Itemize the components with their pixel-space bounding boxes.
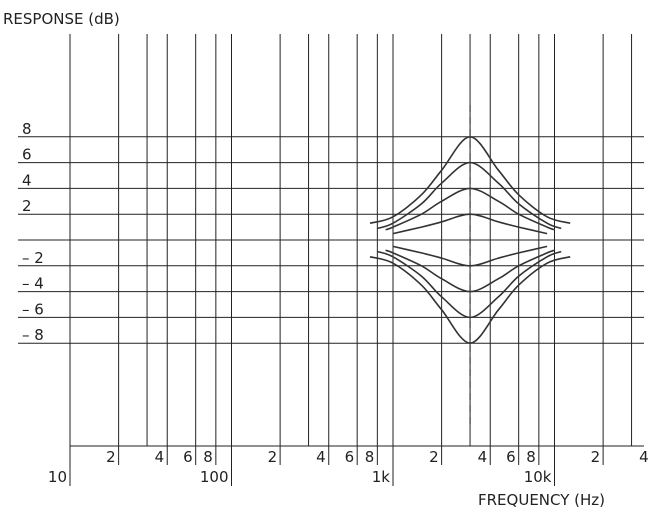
response-curve-1 xyxy=(369,256,571,345)
x-tick-label: 2 xyxy=(429,448,439,466)
x-tick-label: 4 xyxy=(639,448,648,466)
grid xyxy=(18,34,644,486)
x-major-tick-label: 100 xyxy=(200,468,229,486)
response-curve-4 xyxy=(392,245,548,267)
x-tick-label: 8 xyxy=(203,448,213,466)
x-major-tick-label: 10k xyxy=(524,468,552,486)
y-tick-label: 6 xyxy=(22,146,32,164)
x-tick-label: 4 xyxy=(316,448,326,466)
y-axis-label: RESPONSE (dB) xyxy=(3,10,120,28)
x-tick-label: 8 xyxy=(526,448,536,466)
x-tick-label: 2 xyxy=(106,448,116,466)
response-curve-3 xyxy=(385,249,555,293)
response-curve-8 xyxy=(369,135,571,224)
y-tick-label: – 6 xyxy=(22,300,44,318)
y-tick-label: – 8 xyxy=(22,326,44,344)
y-tick-label: 2 xyxy=(22,197,32,215)
response-curve-2 xyxy=(377,250,562,319)
response-curve-7 xyxy=(377,161,562,230)
x-tick-label: 6 xyxy=(506,448,516,466)
y-tick-label: – 4 xyxy=(22,275,44,293)
y-tick-label: 4 xyxy=(22,171,32,189)
x-tick-label: 6 xyxy=(345,448,355,466)
y-tick-label: 8 xyxy=(22,120,32,138)
x-tick-label: 8 xyxy=(365,448,375,466)
x-tick-label: 4 xyxy=(478,448,488,466)
x-tick-label: 4 xyxy=(155,448,165,466)
x-major-tick-label: 10 xyxy=(48,468,67,486)
response-curve-6 xyxy=(385,187,555,231)
response-curve-5 xyxy=(392,213,548,235)
x-tick-label: 6 xyxy=(183,448,193,466)
response-curves xyxy=(369,135,571,345)
y-tick-label: – 2 xyxy=(22,249,44,267)
x-tick-label: 2 xyxy=(591,448,601,466)
x-axis-label: FREQUENCY (Hz) xyxy=(478,491,605,509)
x-tick-label: 2 xyxy=(268,448,278,466)
x-major-tick-label: 1k xyxy=(372,468,391,486)
